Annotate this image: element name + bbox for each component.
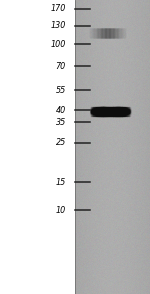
Text: 70: 70	[56, 62, 66, 71]
Text: 100: 100	[51, 40, 66, 49]
Text: 170: 170	[51, 4, 66, 13]
Text: 55: 55	[56, 86, 66, 95]
Text: 15: 15	[56, 178, 66, 187]
Text: 40: 40	[56, 106, 66, 115]
Text: 130: 130	[51, 21, 66, 30]
Text: 10: 10	[56, 206, 66, 215]
Text: 35: 35	[56, 118, 66, 126]
Text: 25: 25	[56, 138, 66, 147]
